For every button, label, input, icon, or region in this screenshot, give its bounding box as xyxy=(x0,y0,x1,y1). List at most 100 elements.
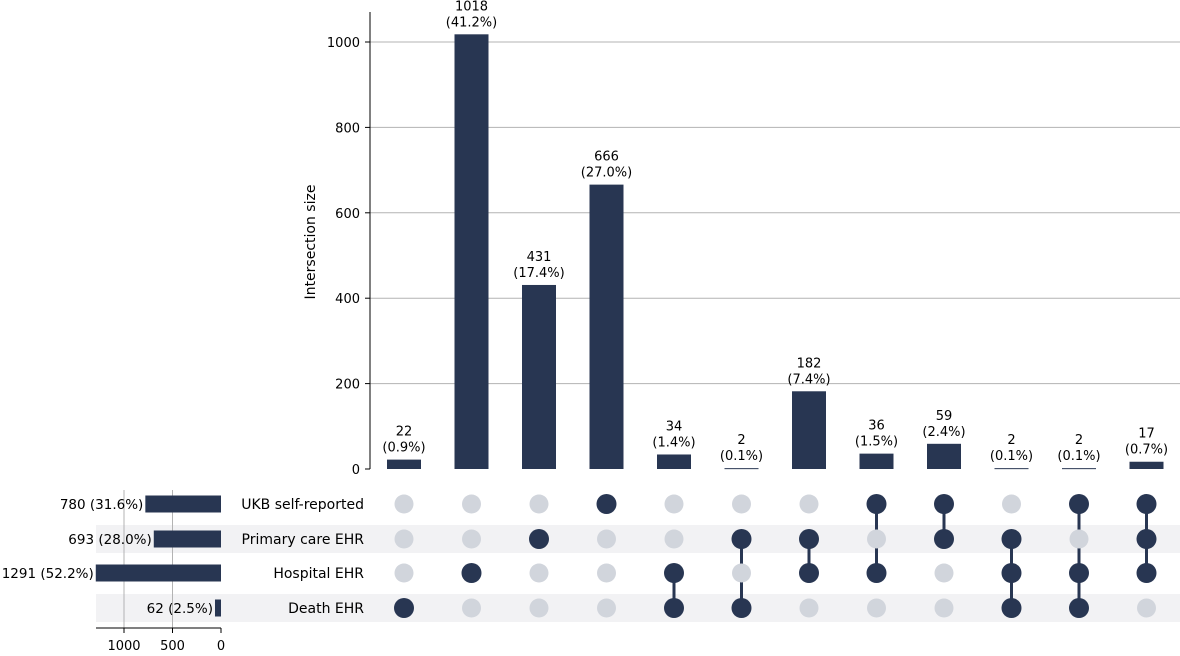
bar-count-label: 34 xyxy=(666,419,683,434)
matrix-dot-active xyxy=(596,494,617,514)
matrix-dot-active xyxy=(664,563,684,583)
matrix-dot-active xyxy=(529,529,549,549)
set-size-axis: 1000 500 0 xyxy=(96,627,225,654)
set-size-bar xyxy=(214,599,221,617)
matrix-dot-inactive xyxy=(1002,494,1021,514)
bar-percent-label: (0.7%) xyxy=(1125,443,1168,458)
matrix-dot-inactive xyxy=(529,598,549,618)
matrix-dot-inactive xyxy=(597,529,616,549)
matrix-dot-inactive xyxy=(462,494,481,514)
matrix-row-shading xyxy=(96,525,1180,622)
matrix-dot-inactive xyxy=(934,563,954,583)
matrix-dot-inactive xyxy=(867,529,886,549)
matrix-dot-active xyxy=(731,529,752,549)
set-size-label: 780 (31.6%) xyxy=(60,497,143,513)
matrix-dot-inactive xyxy=(664,529,684,549)
intersection-bar xyxy=(454,34,489,470)
set-size-label: 62 (2.5%) xyxy=(147,601,213,617)
y-tick-label: 600 xyxy=(335,207,360,222)
bar-count-label: 1018 xyxy=(455,0,488,14)
bar-count-label: 36 xyxy=(868,419,885,434)
matrix-dot-active xyxy=(866,494,887,514)
set-size-bar xyxy=(95,564,221,582)
set-name-label: Primary care EHR xyxy=(242,532,365,548)
intersection-bar-labels: 22(0.9%)1018(41.2%)431(17.4%)666(27.0%)3… xyxy=(382,0,1168,464)
matrix-dot-inactive xyxy=(529,563,549,583)
matrix-dot-active xyxy=(799,563,819,583)
bar-percent-label: (0.9%) xyxy=(382,441,425,456)
set-size-gridlines xyxy=(123,490,173,628)
bar-count-label: 2 xyxy=(737,433,745,448)
intersection-bar xyxy=(994,468,1029,470)
bar-percent-label: (0.1%) xyxy=(720,449,763,464)
matrix-dot-active xyxy=(394,598,414,618)
set-size-tick-label: 1000 xyxy=(107,639,140,652)
matrix-dot-active xyxy=(1136,563,1157,583)
intersection-bar xyxy=(792,391,826,469)
matrix-dot-inactive xyxy=(597,563,616,583)
matrix-dot-inactive xyxy=(394,563,414,583)
bar-count-label: 431 xyxy=(527,250,552,265)
intersection-bar xyxy=(1062,468,1096,470)
bar-count-label: 59 xyxy=(936,409,953,424)
set-size-label: 1291 (52.2%) xyxy=(2,566,94,582)
matrix-dot-inactive xyxy=(732,494,751,514)
y-tick-label: 200 xyxy=(335,378,360,393)
intersection-bar xyxy=(859,453,894,469)
matrix-dot-inactive xyxy=(799,598,819,618)
row-shade xyxy=(96,525,1180,553)
matrix-dot-active xyxy=(461,563,482,583)
matrix-dot-active xyxy=(1069,598,1089,618)
matrix-dot-inactive xyxy=(394,494,414,514)
bar-percent-label: (7.4%) xyxy=(787,372,830,387)
matrix-dot-active xyxy=(1069,563,1089,583)
intersection-bar xyxy=(1129,461,1164,469)
bar-percent-label: (1.4%) xyxy=(652,435,695,450)
bar-percent-label: (27.0%) xyxy=(581,166,632,181)
matrix-dot-active xyxy=(731,598,752,618)
y-axis-label: Intersection size xyxy=(303,185,319,300)
matrix-dot-active xyxy=(664,598,684,618)
set-name-label: UKB self-reported xyxy=(241,497,364,513)
bar-count-label: 666 xyxy=(594,150,619,165)
matrix-dot-inactive xyxy=(462,598,481,618)
y-axis: 0 200 400 600 800 1000 xyxy=(327,12,371,478)
matrix-dot-active xyxy=(1001,529,1022,549)
matrix-dot-inactive xyxy=(799,494,819,514)
bar-count-label: 17 xyxy=(1138,427,1155,442)
matrix-dot-inactive xyxy=(394,529,414,549)
bar-percent-label: (0.1%) xyxy=(1057,449,1100,464)
bar-count-label: 22 xyxy=(396,425,413,440)
set-name-label: Hospital EHR xyxy=(273,566,364,582)
matrix-dot-inactive xyxy=(597,598,616,618)
bar-count-label: 182 xyxy=(797,356,822,371)
row-shade xyxy=(96,594,1180,622)
matrix-dot-active xyxy=(866,563,887,583)
intersection-bar xyxy=(589,184,624,470)
bar-count-label: 2 xyxy=(1075,433,1083,448)
bar-percent-label: (1.5%) xyxy=(855,435,898,450)
matrix-dot-inactive xyxy=(732,563,751,583)
matrix-dot-inactive xyxy=(529,494,549,514)
intersection-bar xyxy=(387,459,421,469)
matrix-dot-active xyxy=(1136,494,1157,514)
bar-percent-label: (41.2%) xyxy=(446,15,497,30)
matrix-dot-active xyxy=(1001,563,1022,583)
set-size-tick-label: 0 xyxy=(217,639,225,652)
bar-percent-label: (17.4%) xyxy=(513,266,564,281)
y-tick-label: 0 xyxy=(352,463,360,478)
y-tick-label: 400 xyxy=(335,292,360,307)
set-size-bars: 780 (31.6%) 693 (28.0%) 1291 (52.2%) 62 (2.… xyxy=(2,495,221,617)
matrix-dot-active xyxy=(799,529,819,549)
intersection-bar xyxy=(522,284,556,469)
y-tick-label: 800 xyxy=(335,121,360,136)
matrix-dot-active xyxy=(1136,529,1157,549)
intersection-bar xyxy=(724,468,759,470)
matrix-dot-inactive xyxy=(867,598,886,618)
matrix-dot-active xyxy=(934,529,954,549)
y-tick-label: 1000 xyxy=(327,36,360,51)
set-size-bar xyxy=(145,495,221,513)
membership-matrix xyxy=(394,494,1157,618)
set-size-bar xyxy=(153,530,221,548)
